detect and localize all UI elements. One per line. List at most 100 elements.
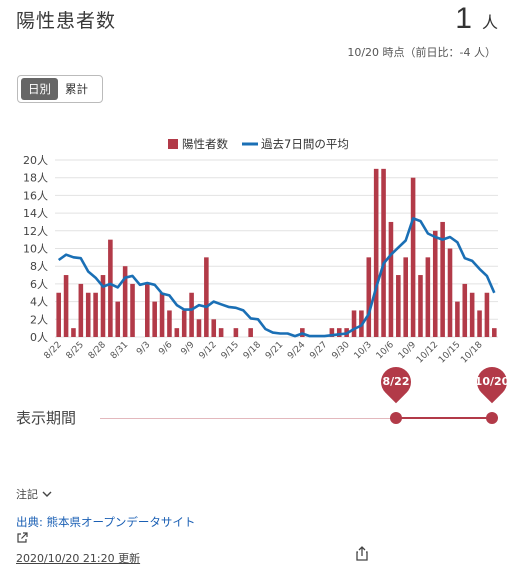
y-tick-label: 2人 — [30, 313, 48, 326]
chevron-down-icon — [42, 491, 52, 497]
bar — [336, 328, 342, 337]
bar — [63, 275, 69, 337]
bar — [381, 168, 386, 337]
period-slider-track[interactable] — [100, 418, 492, 419]
y-tick-label: 4人 — [30, 296, 48, 309]
notes-label: 注記 — [16, 488, 38, 501]
bar — [477, 310, 482, 337]
x-tick-label: 10/18 — [459, 340, 485, 366]
bar — [93, 292, 98, 337]
bar — [130, 283, 135, 337]
bar — [469, 292, 475, 337]
start-date-label: 8/22 — [382, 375, 410, 388]
y-tick-label: 14人 — [23, 207, 48, 220]
bar — [373, 168, 379, 337]
bar — [410, 177, 416, 337]
bar — [181, 310, 187, 337]
bar — [167, 310, 172, 337]
bar — [152, 301, 157, 337]
bar — [440, 221, 445, 337]
y-tick-label: 8人 — [30, 260, 48, 273]
bar — [418, 275, 423, 337]
bar — [145, 283, 150, 337]
bar — [492, 328, 497, 337]
bar — [56, 292, 61, 337]
y-tick-label: 18人 — [23, 172, 48, 185]
bar — [248, 328, 253, 337]
bar — [329, 328, 335, 337]
x-tick-label: 9/12 — [197, 340, 218, 361]
legend-label-bar: 陽性者数 — [182, 137, 228, 151]
bar — [396, 275, 401, 337]
y-tick-label: 0人 — [30, 331, 48, 344]
bar — [71, 328, 76, 337]
count-display: 1 人 — [455, 2, 498, 36]
x-tick-label: 8/28 — [87, 340, 109, 362]
period-end-handle[interactable] — [486, 412, 498, 424]
notes-toggle[interactable]: 注記 — [16, 486, 52, 502]
updated-timestamp: 2020/10/20 21:20 更新 — [16, 552, 141, 565]
x-tick-label: 9/9 — [179, 340, 197, 358]
bar — [455, 301, 460, 337]
y-tick-label: 16人 — [23, 189, 48, 202]
y-tick-label: 12人 — [23, 225, 48, 238]
bar — [351, 310, 357, 337]
y-tick-label: 10人 — [23, 243, 48, 256]
period-slider-range — [396, 417, 492, 419]
bar — [425, 257, 431, 337]
x-tick-label: 9/6 — [157, 340, 175, 358]
x-tick-label: 9/15 — [220, 340, 241, 361]
date-info: 10/20 時点（前日比：-4 人） — [347, 46, 496, 59]
source-link[interactable]: 出典: 熊本県オープンデータサイト — [16, 515, 196, 529]
y-tick-label: 20人 — [23, 154, 48, 167]
bar — [233, 328, 239, 337]
x-tick-label: 9/24 — [286, 340, 308, 362]
bar — [403, 257, 408, 337]
period-start-handle[interactable] — [390, 412, 402, 424]
average-line — [57, 217, 496, 338]
x-tick-label: 9/27 — [308, 340, 329, 361]
x-tick-label: 8/25 — [65, 340, 86, 361]
count-unit: 人 — [481, 13, 498, 32]
bar — [432, 230, 438, 337]
x-tick-label: 10/12 — [415, 340, 440, 365]
bar — [174, 328, 180, 337]
period-label: 表示期間 — [16, 409, 77, 427]
legend-label-line: 過去7日間の平均 — [261, 137, 349, 151]
positive-cases-chart: 陽性者数 過去7日間の平均 0人 2人 4人 6人 8人 10人 12人 14人 16人 18人 20人… — [23, 137, 498, 366]
x-tick-label: 9/18 — [242, 340, 264, 362]
tab-daily[interactable]: 日別 — [21, 78, 58, 100]
bar — [484, 292, 490, 337]
bar — [196, 319, 202, 337]
x-tick-label: 9/21 — [264, 340, 285, 361]
tab-cumulative[interactable]: 累計 — [65, 82, 88, 96]
bar — [122, 266, 128, 337]
share-icon[interactable] — [355, 546, 369, 561]
legend-swatch-bar — [168, 139, 178, 149]
x-tick-label: 9/3 — [135, 340, 152, 357]
bar — [366, 257, 372, 337]
end-date-label: 10/20 — [474, 375, 510, 388]
view-toggle: 日別 累計 — [17, 75, 103, 103]
external-link-icon[interactable] — [16, 532, 28, 544]
bar — [78, 283, 84, 337]
bar — [211, 319, 217, 337]
bar — [85, 292, 91, 337]
bar — [115, 301, 121, 337]
count-value: 1 — [455, 2, 472, 35]
x-tick-label: 8/31 — [109, 340, 130, 361]
bar — [159, 292, 165, 337]
bar — [108, 239, 113, 337]
x-tick-label: 10/3 — [353, 340, 374, 361]
x-tick-label: 10/15 — [437, 340, 462, 365]
x-tick-label: 9/30 — [330, 340, 352, 362]
bar — [388, 221, 394, 337]
bar — [218, 328, 224, 337]
y-tick-label: 6人 — [30, 278, 48, 291]
page-title: 陽性患者数 — [16, 10, 117, 32]
x-tick-label: 10/6 — [375, 340, 397, 362]
bar — [447, 248, 453, 337]
bar — [100, 275, 106, 337]
bar — [204, 257, 209, 337]
bar — [189, 292, 194, 337]
